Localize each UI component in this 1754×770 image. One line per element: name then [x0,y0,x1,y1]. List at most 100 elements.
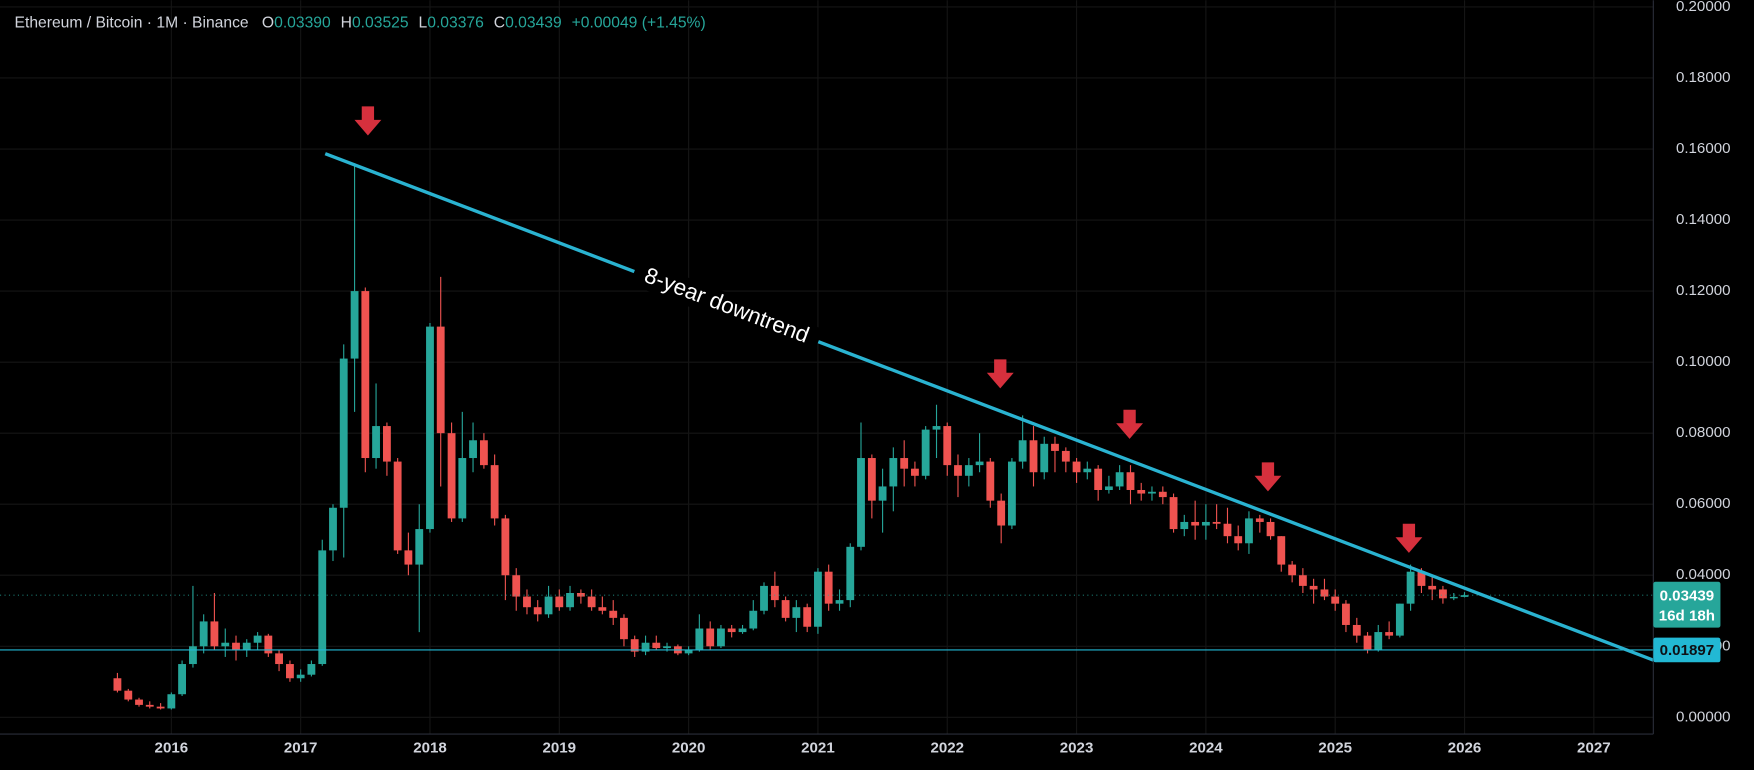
candle-body [264,635,273,654]
y-tick-label: 0.06000 [1676,495,1731,512]
candle-body [770,585,779,601]
candle-body [479,440,488,466]
candle-body [620,617,628,640]
y-tick-label: 0.12000 [1676,282,1731,299]
x-tick-label: 2022 [930,740,964,757]
candle-body [1029,440,1038,473]
candle-body [566,593,574,608]
candle-body [415,529,424,565]
level-label: 0.01897 [1660,642,1715,659]
candle-body [1234,536,1243,544]
candle-body [792,607,801,618]
candle-body [1439,589,1447,599]
candle-body [1288,564,1297,576]
candle-body [1406,571,1415,604]
candle-body [544,596,553,615]
candle-body [1158,491,1167,498]
candle-body [1255,518,1264,522]
candle-body [145,704,154,707]
candle-body [878,486,887,501]
candle-body [1148,491,1156,494]
candle-body [501,518,510,576]
candle-body [1180,521,1189,530]
arrow-marker [1254,462,1282,492]
candle-body [1449,596,1458,599]
candle-body [307,664,316,675]
candle-body [609,610,618,618]
countdown-label: 16d 18h [1659,607,1715,624]
candle-body [997,500,1006,526]
candle-body [469,440,477,459]
candle-body [393,461,402,551]
ohlc-key: H [341,15,352,32]
trendline [324,152,1654,662]
candle-body [695,628,704,650]
candle-body [436,326,445,434]
candle-body [1266,521,1275,537]
candle-body [555,596,564,608]
y-tick-label: 0.16000 [1676,140,1731,157]
symbol-title: Ethereum / Bitcoin · 1M · Binance [15,15,249,32]
candle-body [932,426,941,430]
candle-body [167,694,176,709]
candle-body [824,571,833,604]
candle-body [911,468,919,476]
candle-body [1169,497,1178,530]
candle-body [835,600,844,604]
candle-body [1460,595,1469,597]
candle-body [641,642,650,652]
candle-body [296,674,305,679]
candle-body [458,458,467,519]
trendline-label-bg [629,258,824,355]
candle-body [986,461,995,501]
candle-body [1018,440,1027,462]
candle-body [717,628,725,647]
candle-body [1320,589,1329,597]
candle-body [124,690,133,700]
candle-body [1277,536,1286,565]
x-tick-label: 2025 [1318,740,1352,757]
ohlc-value: 0.03439 [505,15,562,32]
candle-body [286,664,294,679]
candle-body [727,628,736,633]
candle-body [889,458,898,487]
candle-body [943,426,952,466]
x-tick-label: 2023 [1060,740,1094,757]
candle-body [426,326,434,530]
candle-body [846,546,855,601]
candle-body [329,507,337,551]
legend: Ethereum / Bitcoin · 1M · Binance O0.033… [15,15,706,32]
candle-body [232,642,240,650]
candle-body [318,550,327,665]
candle-body [630,639,639,652]
candle-body [598,607,607,611]
candle-body [954,465,962,476]
candle-body [706,628,715,647]
candle-body [1298,575,1307,586]
x-tick-label: 2027 [1577,740,1611,757]
candle-body [749,610,758,629]
candle-body [1374,632,1383,650]
arrow-marker [986,359,1014,389]
last-price-box [1653,581,1721,628]
candle-body [1137,489,1146,494]
candle-body [156,706,165,709]
candle-body [1040,443,1049,473]
candle-body [1061,450,1070,462]
candle-body [189,646,197,665]
candle-body [1309,585,1318,590]
ohlc-value: 0.03390 [274,15,331,32]
candle-body [523,596,531,608]
y-tick-label: 0.20000 [1676,0,1731,15]
candle-body [275,653,283,665]
candle-body [781,600,790,618]
x-tick-label: 2020 [672,740,706,757]
candle-body [1007,461,1016,526]
candle-body [361,291,370,459]
candle-body [1342,603,1350,625]
candle-body [1363,635,1372,650]
x-tick-label: 2017 [284,740,318,757]
candle-body [738,628,747,633]
